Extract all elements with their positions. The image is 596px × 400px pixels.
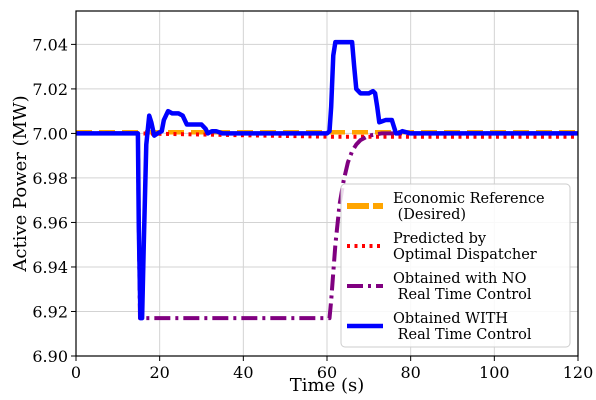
legend-label-3: Obtained with NO <box>393 271 527 287</box>
x-tick-label: 40 <box>233 363 253 382</box>
legend-label-3: Real Time Control <box>393 287 532 303</box>
legend: Economic Reference (Desired) Predicted by… <box>340 183 571 348</box>
legend-label-2: Predicted by <box>393 231 487 247</box>
x-tick-label: 20 <box>149 363 169 382</box>
legend-label-4: Obtained WITH <box>393 311 508 327</box>
x-tick-label: 0 <box>71 363 81 382</box>
x-axis-label: Time (s) <box>290 375 365 396</box>
y-tick-label: 6.90 <box>32 347 68 366</box>
y-axis-label: Active Power (MW) <box>10 95 31 272</box>
legend-label-4: Real Time Control <box>393 327 532 343</box>
y-tick-label: 6.94 <box>32 258 68 277</box>
legend-label-1: (Desired) <box>393 207 466 223</box>
series-line-4 <box>76 39 578 321</box>
legend-box <box>340 183 571 348</box>
y-tick-label: 6.98 <box>32 169 68 188</box>
y-tick-label: 7.04 <box>32 35 68 54</box>
legend-label-2: Optimal Dispatcher <box>393 247 537 263</box>
y-tick-label: 6.92 <box>32 302 68 321</box>
y-tick-label: 7.00 <box>32 124 68 143</box>
axis-ticks: 0 20 40 60 80 100 120 6.90 6.92 6.94 6.96 6.98 7.00 7… <box>32 35 593 382</box>
legend-label-1: Economic Reference <box>393 191 545 207</box>
y-tick-label: 6.96 <box>32 213 68 232</box>
x-tick-label: 80 <box>400 363 420 382</box>
y-tick-label: 7.02 <box>32 80 68 99</box>
x-tick-label: 100 <box>479 363 510 382</box>
x-tick-label: 60 <box>317 363 337 382</box>
x-tick-label: 120 <box>563 363 594 382</box>
